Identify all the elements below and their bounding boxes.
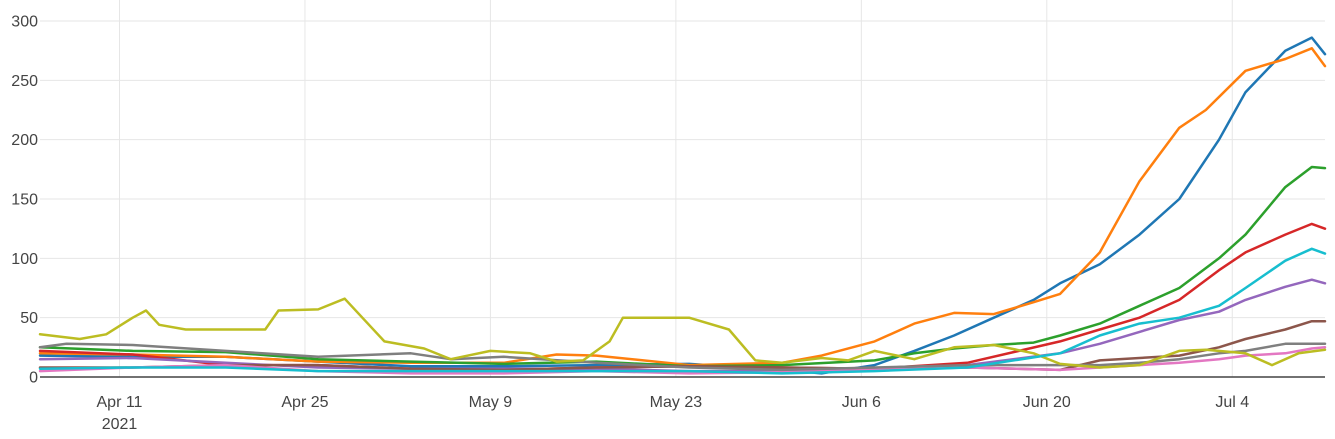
x-tick-label: Apr 25 bbox=[281, 394, 328, 411]
series-line-9 bbox=[38, 297, 1327, 369]
y-tick-label: 50 bbox=[20, 310, 38, 327]
x-tick-label: Apr 11 bbox=[97, 394, 143, 411]
x-tick-label: May 9 bbox=[469, 394, 513, 411]
x-tick-sublabel: 2021 bbox=[102, 416, 138, 433]
series-lines bbox=[38, 36, 1327, 375]
x-gridlines bbox=[118, 0, 1233, 377]
x-tick-label: May 23 bbox=[650, 394, 703, 411]
series-line-4 bbox=[38, 222, 1327, 372]
x-axis-tick-labels: Apr 11 2021 Apr 25 May 9 May 23 Jun 6 Jun 20 Ju… bbox=[97, 394, 1250, 433]
series-line-10 bbox=[38, 247, 1327, 375]
x-tick-label: Jun 6 bbox=[842, 394, 881, 411]
y-tick-label: 200 bbox=[11, 132, 38, 149]
y-tick-label: 100 bbox=[11, 251, 38, 268]
y-tick-label: 300 bbox=[11, 14, 38, 31]
series-line-3 bbox=[38, 165, 1327, 368]
series-line-8 bbox=[38, 342, 1327, 372]
series-line-1 bbox=[38, 36, 1327, 375]
y-tick-label: 0 bbox=[29, 370, 38, 387]
y-tick-label: 150 bbox=[11, 192, 38, 209]
y-axis-tick-labels: 0 50 100 150 200 250 300 bbox=[11, 14, 38, 387]
y-gridlines bbox=[40, 20, 1325, 319]
x-tick-label: Jun 20 bbox=[1023, 394, 1071, 411]
y-tick-label: 250 bbox=[11, 73, 38, 90]
x-tick-label: Jul 4 bbox=[1215, 394, 1249, 411]
